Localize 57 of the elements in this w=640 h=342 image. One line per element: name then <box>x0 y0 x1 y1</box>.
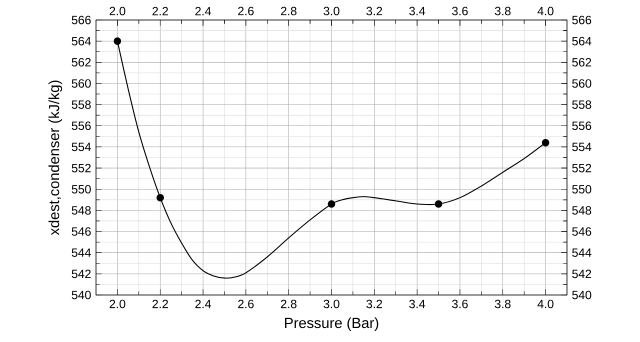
x2-tick-label: 3.2 <box>366 300 382 308</box>
y-tick-label: 560 <box>72 79 91 88</box>
y-tick-label: 550 <box>72 184 91 194</box>
x-tick-label: 3.4 <box>409 6 426 16</box>
y-tick-label: 558 <box>72 100 91 109</box>
y-tick-label: 564 <box>72 36 91 46</box>
x2-tick-label: 4.0 <box>538 300 554 308</box>
y-tick-label: 562 <box>72 58 91 67</box>
y-tick-label: 556 <box>72 122 91 130</box>
y-tick-label: 554 <box>72 142 91 152</box>
y2-tick-label: 556 <box>572 122 592 130</box>
x-tick-label: 3.2 <box>366 6 382 16</box>
x2-tick-label: 2.8 <box>280 300 296 308</box>
x-tick-label: 2.4 <box>195 6 212 16</box>
y2-tick-label: 546 <box>572 227 592 236</box>
x2-tick-label: 3.6 <box>452 300 468 308</box>
y2-tick-label: 564 <box>572 36 592 46</box>
y2-tick-label: 562 <box>572 58 592 67</box>
y-tick-label: 546 <box>72 227 91 236</box>
x2-tick-label: 3.0 <box>324 300 340 308</box>
y2-tick-label: 552 <box>572 164 592 172</box>
y2-tick-label: 542 <box>572 270 592 278</box>
y-tick-label: 548 <box>72 206 91 215</box>
point <box>542 138 550 146</box>
y2-tick-label: 558 <box>572 100 592 109</box>
y-tick-label: 566 <box>72 16 91 24</box>
x-tick-label: 2.2 <box>152 6 168 16</box>
x2-tick-label: 2.0 <box>110 300 126 308</box>
x-tick-label: 3.8 <box>494 6 511 16</box>
point <box>156 194 164 202</box>
y-tick-label: 542 <box>72 270 91 278</box>
y2-tick-label: 544 <box>572 248 592 257</box>
x2-tick-label: 2.2 <box>152 300 168 308</box>
x-tick-label: 2.6 <box>238 6 254 16</box>
x-axis-title: Pressure (Bar) <box>285 317 378 332</box>
y2-tick-label: 554 <box>572 142 592 152</box>
y-tick-label: 544 <box>72 248 91 257</box>
y-tick-label: 552 <box>72 164 91 172</box>
x-tick-label: 3.0 <box>324 6 340 16</box>
x-tick-label: 4.0 <box>538 6 554 16</box>
x-tick-label: 2.8 <box>280 6 296 16</box>
y2-tick-label: 548 <box>572 206 592 215</box>
point <box>434 200 442 208</box>
y2-tick-label: 550 <box>572 184 592 194</box>
y2-tick-label: 560 <box>572 79 592 88</box>
x2-tick-label: 3.8 <box>494 300 511 308</box>
x2-tick-label: 2.4 <box>195 300 212 308</box>
x-tick-label: 3.6 <box>452 6 468 16</box>
x-tick-label: 2.0 <box>110 6 126 16</box>
y-axis-title: xdest,condenser (kJ/kg) <box>48 80 62 236</box>
y-tick-label: 540 <box>72 290 91 300</box>
y2-tick-label: 566 <box>572 16 592 24</box>
y2-tick-label: 540 <box>572 290 592 300</box>
x2-tick-label: 2.6 <box>238 300 254 308</box>
point <box>114 37 122 45</box>
point <box>328 200 336 208</box>
x2-tick-label: 3.4 <box>409 300 426 308</box>
